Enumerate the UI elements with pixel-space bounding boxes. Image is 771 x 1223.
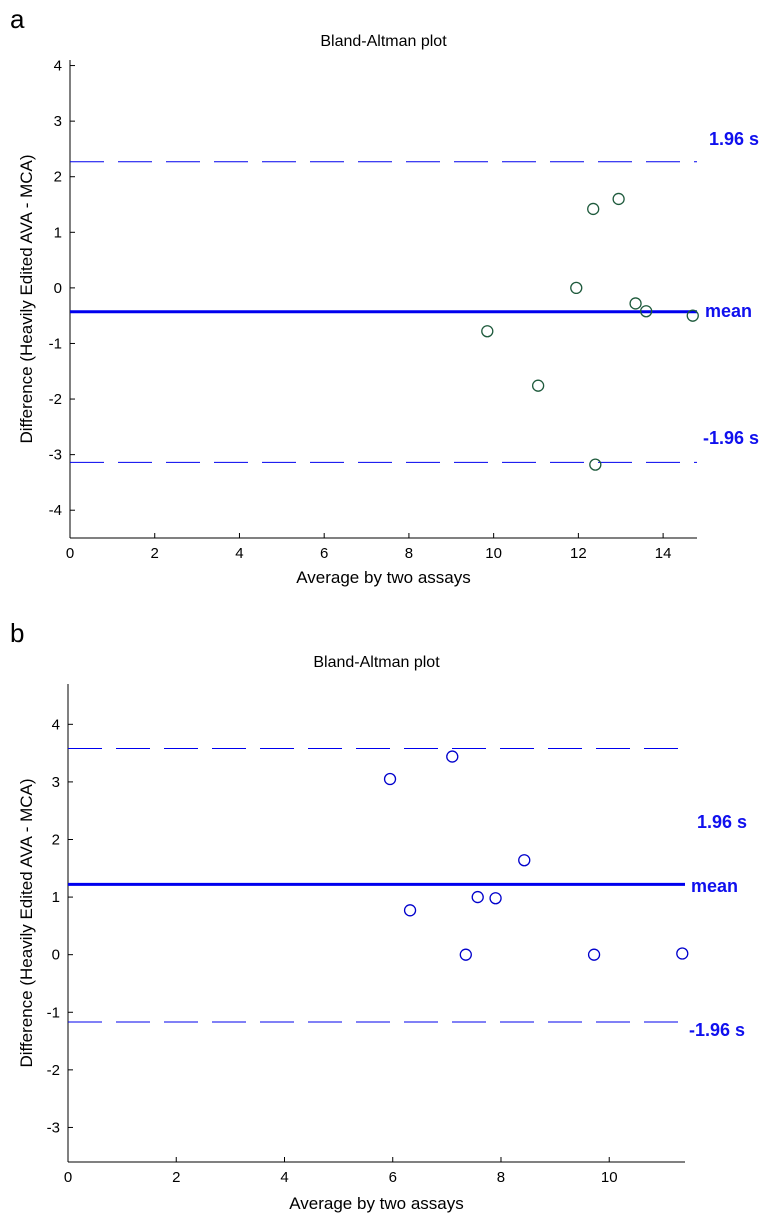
data-point [481,325,494,338]
x-tick-label: 4 [280,1169,288,1186]
x-tick-label: 8 [497,1169,505,1186]
y-tick-label: 0 [54,280,62,297]
data-point [471,890,484,904]
panel-label: b [10,618,25,648]
data-point [383,772,397,786]
y-tick-label: 1 [54,224,62,241]
x-tick-label: 4 [235,545,243,562]
x-tick-label: 8 [405,545,413,562]
y-tick-label: 0 [52,947,60,964]
data-point [587,948,601,961]
x-tick-label: 0 [64,1169,72,1186]
y-tick-label: -4 [49,502,62,519]
x-axis-label: Average by two assays [296,568,471,587]
data-point [676,947,689,960]
data-point [587,202,600,216]
x-tick-label: 10 [601,1169,618,1186]
lower-limit-label: -1.96 s [689,1020,745,1040]
data-point [629,297,642,310]
x-tick-label: 12 [570,545,587,562]
data-point [612,192,625,206]
upper-limit-label: 1.96 s [709,129,759,149]
upper-limit-label: 1.96 s [697,812,747,832]
y-axis-label: Difference (Heavily Edited AVA - MCA) [17,154,36,443]
x-axis-label: Average by two assays [289,1194,464,1213]
y-tick-label: -1 [49,335,62,352]
x-tick-label: 14 [655,545,672,562]
panel-label: a [10,4,25,34]
lower-limit-label: -1.96 s [703,428,759,448]
data-point [686,309,699,322]
chart-panel-a: a 4 3 2 1 0 -1 -2 -3 -4 0 2 4 6 8 10 12 14 Bland-Altman p… [10,4,759,587]
x-tick-label: 2 [172,1169,180,1186]
data-point [459,948,472,961]
data-point [518,854,531,867]
x-tick-label: 2 [151,545,159,562]
chart-panel-b: b 4 3 2 1 0 -1 -2 -3 0 2 4 6 8 10 Bland-Altman plot Ave… [0,612,771,1223]
y-tick-label: -3 [47,1119,60,1136]
data-point [446,750,459,763]
y-tick-label: 4 [52,716,60,733]
data-point [489,892,502,905]
y-tick-label: 1 [52,889,60,906]
data-point [589,458,602,471]
y-axis-label: Difference (Heavily Edited AVA - MCA) [17,778,36,1067]
mean-label: mean [691,876,738,896]
y-tick-label: 3 [54,113,62,130]
y-tick-label: -2 [49,391,62,408]
x-tick-label: 6 [320,545,328,562]
data-point [640,305,653,318]
chart-title: Bland-Altman plot [320,33,447,50]
x-tick-label: 6 [389,1169,397,1186]
y-tick-label: 3 [52,774,60,791]
chart-title: Bland-Altman plot [313,654,440,671]
y-tick-label: 2 [52,831,60,848]
mean-label: mean [705,301,752,321]
data-point [403,904,417,917]
y-tick-label: -2 [47,1062,60,1079]
y-tick-label: 2 [54,169,62,186]
y-tick-label: -1 [47,1004,60,1021]
x-tick-label: 0 [66,545,74,562]
data-point [531,379,545,392]
data-point [570,281,583,295]
x-tick-label: 10 [485,545,502,562]
y-tick-label: -3 [49,447,62,464]
y-tick-label: 4 [54,58,62,75]
